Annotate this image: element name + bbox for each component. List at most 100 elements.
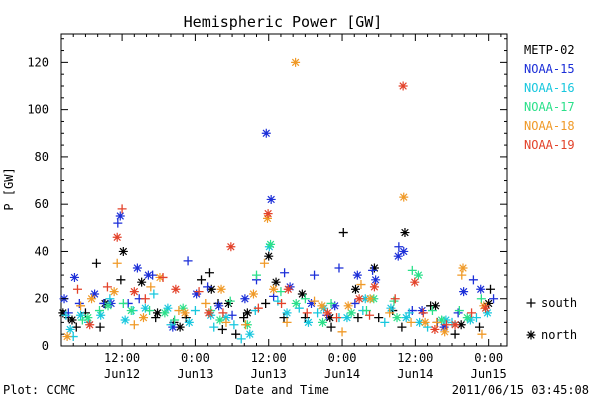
south-point-marker (217, 324, 227, 334)
south-point-marker (406, 317, 416, 327)
south-point-marker (294, 303, 304, 313)
south-point-marker (112, 258, 122, 268)
legend-series-label: NOAA-16 (524, 81, 575, 95)
south-point-marker (277, 298, 287, 308)
north-point-marker (400, 228, 410, 238)
x-tick-date-label: Jun13 (251, 367, 287, 381)
north-point-marker (178, 303, 188, 313)
north-point-marker (343, 301, 353, 311)
south-point-marker (450, 329, 460, 339)
north-point-marker (450, 320, 460, 330)
north-point-marker (266, 194, 276, 204)
north-point-marker (112, 232, 122, 242)
south-point-marker (486, 284, 496, 294)
north-point-marker (264, 251, 274, 261)
south-point-marker (334, 263, 344, 273)
north-point-marker (303, 317, 313, 327)
north-point-marker (401, 313, 411, 323)
north-point-marker (90, 289, 100, 299)
series-noaa-18 (62, 57, 489, 342)
south-point-marker (201, 298, 211, 308)
north-point-marker (76, 310, 86, 320)
north-point-marker (175, 322, 185, 332)
south-point-marker (204, 268, 214, 278)
south-point-marker (146, 282, 156, 292)
north-point-marker (266, 239, 276, 249)
y-tick-label: 120 (27, 55, 49, 69)
plot-credit: Plot: CCMC (3, 383, 75, 397)
south-point-marker (427, 306, 437, 316)
north-point-marker (163, 303, 173, 313)
south-point-marker (190, 306, 200, 316)
north-point-marker (261, 128, 271, 138)
south-point-marker (239, 313, 249, 323)
south-point-marker (129, 320, 139, 330)
north-point-marker (282, 308, 292, 318)
north-point-marker (462, 313, 472, 323)
south-point-marker (282, 317, 292, 327)
south-point-marker (418, 308, 428, 318)
x-axis: 12:00 Jun12 0:00 Jun13 12:00 Jun13 0:00 Jun14 12… (60, 34, 507, 381)
south-point-marker (332, 313, 342, 323)
plot-area (58, 33, 508, 347)
south-point-marker (105, 294, 115, 304)
south-point-marker (76, 301, 86, 311)
south-point-marker (365, 310, 375, 320)
north-point-marker (393, 251, 403, 261)
y-tick-label: 100 (27, 103, 49, 117)
north-point-marker (263, 213, 273, 223)
north-point-marker (481, 303, 491, 313)
south-point-marker (113, 218, 123, 228)
north-point-marker (120, 315, 130, 325)
south-point-marker (453, 308, 463, 318)
south-point-marker (74, 298, 84, 308)
north-point-marker (526, 330, 536, 340)
y-tick-label: 20 (35, 292, 49, 306)
x-axis-label: Date and Time (235, 383, 329, 397)
south-point-marker (61, 310, 71, 320)
south-point-marker (454, 306, 464, 316)
south-point-marker (397, 322, 407, 332)
south-point-marker (407, 265, 417, 275)
north-point-marker (484, 298, 494, 308)
south-point-marker (102, 282, 112, 292)
north-point-marker (69, 272, 79, 282)
north-point-marker (242, 308, 252, 318)
north-point-marker (153, 308, 163, 318)
south-point-marker (356, 280, 366, 290)
south-point-marker (276, 287, 286, 297)
north-point-marker (129, 287, 139, 297)
north-point-marker (109, 287, 119, 297)
north-point-marker (365, 294, 375, 304)
south-point-marker (467, 308, 477, 318)
south-point-marker (236, 334, 246, 344)
south-point-marker (476, 294, 486, 304)
series-noaa-19 (72, 81, 491, 334)
south-point-marker (404, 308, 414, 318)
north-point-marker (85, 320, 95, 330)
legend-symbol-label: north (541, 328, 577, 342)
x-tick-time-label: 12:00 (397, 351, 433, 365)
north-point-marker (215, 315, 225, 325)
north-point-marker (214, 301, 224, 311)
north-point-marker (83, 313, 93, 323)
south-point-marker (300, 294, 310, 304)
south-point-marker (259, 258, 269, 268)
y-tick-label: 40 (35, 244, 49, 258)
north-point-marker (143, 270, 153, 280)
north-point-marker (223, 298, 233, 308)
chart-title: Hemispheric Power [GW] (184, 13, 383, 31)
x-tick-date-label: Jun15 (471, 367, 507, 381)
north-point-marker (317, 301, 327, 311)
north-point-marker (96, 310, 106, 320)
north-point-marker (420, 317, 430, 327)
south-point-marker (116, 275, 126, 285)
north-point-marker (439, 322, 449, 332)
south-point-marker (337, 327, 347, 337)
north-point-marker (245, 329, 255, 339)
legend-series-label: NOAA-18 (524, 119, 575, 133)
south-point-marker (158, 272, 168, 282)
south-point-marker (218, 308, 228, 318)
north-point-marker (456, 320, 466, 330)
